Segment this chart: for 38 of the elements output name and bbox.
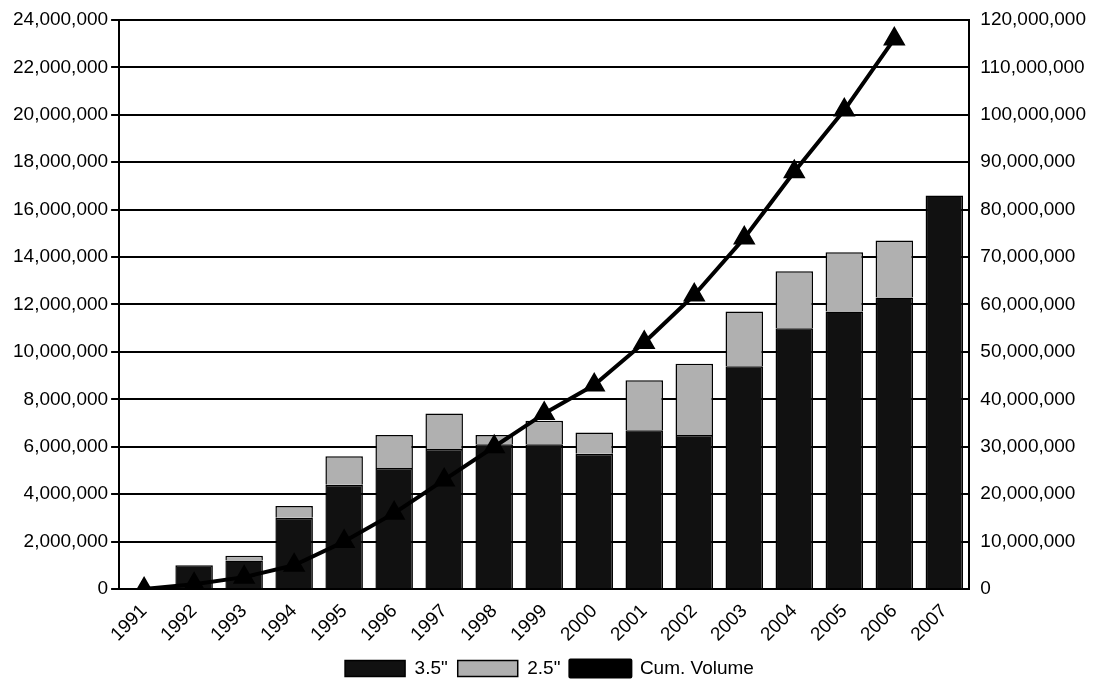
y2-tick-label: 20,000,000 (980, 482, 1076, 504)
y-tick-label: 10,000,000 (13, 340, 109, 362)
y-tick-label: 16,000,000 (13, 197, 109, 219)
y-tick-label: 8,000,000 (23, 387, 109, 409)
y-tick-label: 2,000,000 (23, 529, 109, 551)
legend-label: Cum. Volume (639, 656, 754, 678)
y2-tick-label: 90,000,000 (980, 150, 1076, 172)
y2-tick-label: 110,000,000 (980, 55, 1085, 77)
y-tick-label: 0 (97, 577, 109, 599)
legend-label: 3.5" (414, 656, 448, 678)
y2-tick-label: 100,000,000 (980, 103, 1087, 125)
y-tick-label: 20,000,000 (13, 103, 109, 125)
point (484, 433, 505, 454)
point (584, 374, 605, 392)
y2-tick-label: 120,000,000 (980, 8, 1087, 30)
y2-tick-label: 60,000,000 (980, 292, 1076, 314)
point (684, 284, 705, 302)
point (783, 158, 806, 179)
y-tick-label: 6,000,000 (23, 434, 109, 456)
y-tick-label: 18,000,000 (13, 150, 109, 172)
point (884, 27, 905, 46)
legend-label: 2.5" (527, 656, 561, 678)
y-tick-label: 4,000,000 (23, 482, 109, 504)
y-tick-label: 24,000,000 (13, 8, 109, 30)
y-tick-label: 12,000,000 (13, 292, 109, 314)
y-tick-label: 22,000,000 (13, 55, 109, 77)
y2-tick-label: 30,000,000 (980, 434, 1076, 456)
point (634, 331, 655, 349)
y2-tick-label: 40,000,000 (980, 387, 1076, 409)
y2-tick-label: 0 (980, 577, 991, 599)
y2-tick-label: 10,000,000 (980, 529, 1076, 551)
point (734, 227, 755, 245)
y2-tick-label: 70,000,000 (980, 245, 1076, 267)
point (533, 400, 556, 421)
y2-tick-label: 80,000,000 (980, 197, 1076, 219)
y2-tick-label: 50,000,000 (980, 340, 1076, 362)
y-tick-label: 14,000,000 (13, 245, 109, 267)
point (834, 99, 855, 117)
